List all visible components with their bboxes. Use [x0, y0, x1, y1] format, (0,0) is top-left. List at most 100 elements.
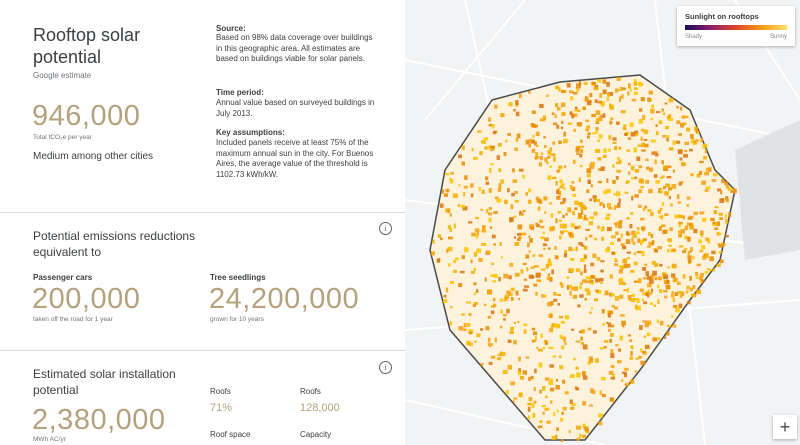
heat-dot — [671, 184, 677, 189]
heat-dot — [476, 333, 481, 337]
heat-dot — [596, 257, 601, 261]
heat-dot — [686, 285, 690, 290]
heat-dot — [548, 149, 551, 152]
heat-dot — [647, 245, 651, 248]
install-unit: MWh AC/yr — [33, 436, 66, 443]
heat-dot — [579, 330, 584, 334]
heat-dot — [608, 92, 614, 96]
heat-dot — [579, 285, 582, 290]
heat-dot — [445, 287, 449, 293]
heat-dot — [513, 215, 517, 218]
heat-dot — [617, 225, 622, 229]
info-icon[interactable]: i — [379, 361, 392, 374]
heat-dot — [450, 171, 454, 175]
heat-dot — [644, 344, 650, 350]
heat-dot — [580, 244, 585, 247]
heat-dot — [642, 277, 647, 280]
heat-dot — [677, 201, 681, 204]
heat-dot — [449, 281, 455, 284]
map[interactable] — [405, 0, 800, 445]
heat-dot — [518, 168, 524, 172]
heat-dot — [618, 198, 621, 203]
heat-dot — [636, 305, 641, 311]
heat-dot — [517, 238, 521, 242]
heat-dot — [600, 227, 604, 232]
heat-dot — [561, 345, 565, 350]
heat-dot — [595, 119, 599, 123]
heat-dot — [488, 168, 492, 173]
heat-dot — [724, 235, 729, 238]
heat-dot — [696, 289, 702, 295]
heat-dot — [480, 208, 484, 211]
heat-dot — [717, 188, 722, 192]
heat-dot — [505, 139, 508, 143]
heat-dot — [630, 165, 635, 171]
heat-dot — [626, 231, 629, 236]
heat-dot — [659, 263, 663, 267]
heat-dot — [613, 306, 618, 310]
heat-dot — [687, 236, 691, 242]
heat-dot — [689, 276, 692, 281]
heat-dot — [525, 356, 530, 359]
heat-dot — [450, 306, 453, 309]
heat-dot — [605, 188, 611, 194]
heat-dot — [580, 258, 585, 262]
heat-dot — [718, 232, 722, 235]
info-icon[interactable]: i — [379, 222, 392, 235]
heat-dot — [696, 173, 701, 178]
heat-dot — [448, 236, 453, 240]
heat-dot — [615, 176, 619, 180]
heat-dot — [652, 337, 658, 342]
heat-dot — [710, 217, 715, 221]
heat-dot — [510, 326, 514, 330]
heat-dot — [589, 164, 594, 169]
heat-dot — [639, 108, 643, 112]
heat-dot — [680, 228, 685, 234]
heat-dot — [684, 115, 689, 118]
heat-dot — [613, 263, 619, 267]
legend: Sunlight on rooftops Shady Sunny — [677, 6, 795, 46]
heat-dot — [493, 243, 496, 246]
heat-dot — [630, 269, 635, 273]
zoom-in-button[interactable]: + — [773, 415, 797, 439]
heat-dot — [491, 262, 494, 265]
heat-dot — [607, 322, 612, 328]
heat-dot — [523, 323, 528, 327]
heat-dot — [659, 289, 663, 294]
heat-dot — [583, 206, 587, 210]
heat-dot — [624, 133, 628, 136]
heat-dot — [658, 228, 661, 231]
heat-dot — [559, 281, 563, 286]
heat-dot — [679, 157, 683, 161]
heat-dot — [720, 242, 726, 246]
heat-dot — [605, 248, 610, 253]
heat-dot — [556, 169, 560, 173]
heat-dot — [578, 177, 581, 182]
heat-dot — [443, 193, 448, 197]
heat-dot — [497, 353, 501, 356]
heat-dot — [575, 366, 579, 370]
heat-dot — [625, 239, 631, 244]
heat-dot — [498, 276, 501, 282]
heat-dot — [552, 141, 556, 145]
heat-dot — [558, 219, 563, 222]
heat-dot — [555, 181, 558, 186]
heat-dot — [682, 250, 686, 254]
heat-dot — [704, 171, 710, 176]
heat-dot — [630, 212, 634, 215]
heat-dot — [545, 395, 548, 399]
heat-dot — [589, 311, 592, 314]
heat-dot — [610, 333, 614, 337]
heat-dot — [686, 127, 691, 132]
heat-dot — [468, 221, 473, 224]
heat-dot — [650, 211, 654, 217]
heat-dot — [550, 400, 553, 404]
heat-dot — [597, 180, 603, 184]
heat-dot — [619, 335, 623, 341]
heat-dot — [539, 219, 543, 223]
heat-dot — [664, 295, 668, 299]
heat-dot — [657, 209, 661, 214]
heat-dot — [488, 117, 492, 122]
heat-dot — [666, 165, 672, 169]
heat-dot — [484, 146, 488, 150]
